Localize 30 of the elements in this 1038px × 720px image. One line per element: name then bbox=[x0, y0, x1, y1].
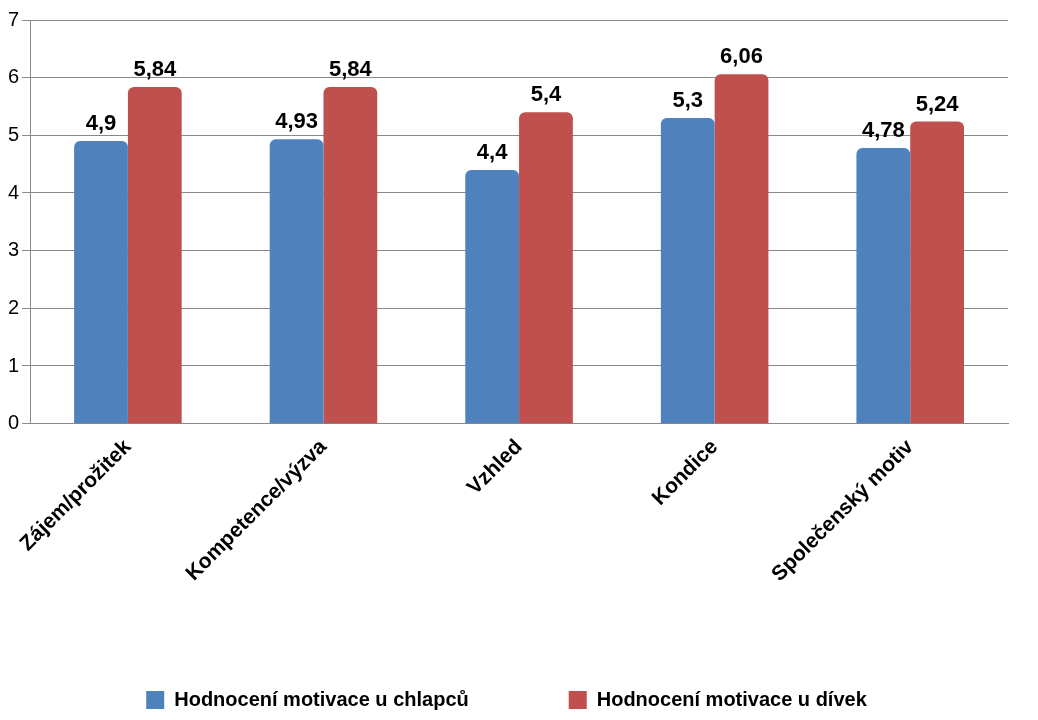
bar bbox=[714, 74, 769, 424]
y-tick-label: 4 bbox=[8, 180, 20, 203]
bar bbox=[519, 112, 573, 424]
data-label: 4,4 bbox=[476, 138, 509, 164]
data-label: 6,06 bbox=[720, 43, 763, 69]
bar bbox=[323, 86, 378, 424]
data-label: 5,3 bbox=[672, 87, 704, 113]
bar bbox=[127, 86, 182, 424]
data-label: 4,78 bbox=[861, 117, 905, 143]
y-tick-label: 6 bbox=[8, 65, 20, 88]
data-label: 5,84 bbox=[328, 55, 373, 81]
data-label: 4,93 bbox=[275, 108, 319, 134]
data-label: 4,9 bbox=[85, 110, 117, 136]
bar bbox=[269, 139, 324, 424]
legend-label: Hodnocení motivace u chlapců bbox=[174, 687, 469, 710]
y-tick-label: 5 bbox=[8, 122, 20, 145]
data-label: 5,24 bbox=[915, 90, 960, 116]
data-label: 5,84 bbox=[133, 55, 177, 81]
y-tick-label: 3 bbox=[8, 238, 20, 261]
bar bbox=[910, 121, 964, 424]
bar bbox=[74, 141, 128, 424]
y-tick-label: 2 bbox=[8, 295, 20, 318]
y-tick-label: 0 bbox=[8, 411, 20, 434]
bar bbox=[660, 118, 715, 424]
legend-label: Hodnocení motivace u dívek bbox=[596, 687, 868, 710]
y-tick-label: 7 bbox=[8, 7, 20, 30]
y-tick-label: 1 bbox=[8, 353, 20, 376]
bar bbox=[856, 148, 911, 424]
data-label: 5,4 bbox=[530, 81, 562, 107]
bar bbox=[465, 169, 520, 424]
